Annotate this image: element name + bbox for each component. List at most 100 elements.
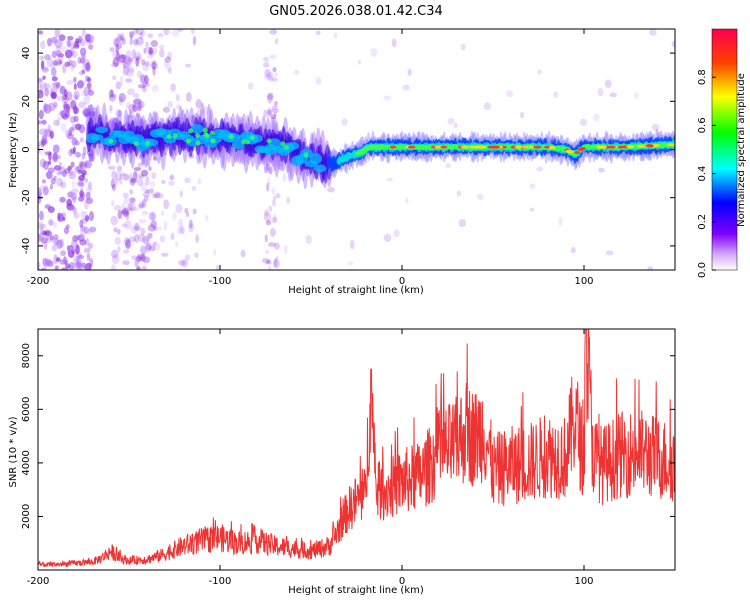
noise-speck <box>64 49 73 59</box>
noise-speck <box>130 178 138 184</box>
noise-speck <box>145 176 150 186</box>
noise-speck <box>152 66 156 76</box>
x-tick-label: -100 <box>209 276 232 287</box>
noise-speck <box>122 65 130 76</box>
noise-speck <box>42 67 50 74</box>
noise-speck <box>128 236 136 243</box>
noise-speck <box>196 108 204 118</box>
noise-speck <box>132 93 140 98</box>
colorbar-label: Normalized spectral amplitude <box>736 73 747 227</box>
noise-speck <box>73 76 77 83</box>
colorbar-gradient <box>711 28 738 271</box>
noise-speck <box>50 177 56 185</box>
noise-speck <box>264 208 269 217</box>
noise-speck <box>151 171 157 180</box>
noise-speck <box>80 210 88 220</box>
noise-speck <box>55 257 61 262</box>
noise-speck <box>267 72 274 82</box>
noise-speck <box>197 177 202 186</box>
ridge-hotspot <box>210 138 216 144</box>
noise-speck <box>341 118 348 126</box>
noise-speck <box>135 56 141 61</box>
noise-speck <box>52 221 57 228</box>
noise-speck <box>142 84 147 93</box>
x-tick-label: -200 <box>27 576 50 587</box>
noise-speck <box>140 227 146 236</box>
noise-speck <box>135 112 141 118</box>
noise-speck <box>69 126 75 132</box>
colorbar-ticks: 0.0 0.2 0.4 0.6 0.8 <box>697 69 716 278</box>
noise-speck <box>79 47 87 56</box>
noise-speck <box>151 61 157 70</box>
noise-speck <box>274 100 279 106</box>
noise-speck <box>383 95 391 101</box>
noise-speck <box>140 253 146 262</box>
noise-speck <box>201 106 210 116</box>
y-tick-label: 8000 <box>21 343 32 368</box>
noise-speck <box>67 191 74 198</box>
noise-speck <box>74 94 78 100</box>
noise-speck <box>149 181 156 187</box>
noise-speck <box>58 161 63 167</box>
noise-speck <box>84 178 88 183</box>
noise-speck <box>402 84 410 91</box>
noise-speck <box>147 46 154 54</box>
x-tick-label: 100 <box>574 276 593 287</box>
noise-speck <box>132 49 136 59</box>
noise-speck <box>52 144 60 154</box>
noise-speck <box>76 257 82 265</box>
noise-speck <box>107 165 116 170</box>
noise-speck <box>153 156 158 161</box>
noise-speck <box>129 177 136 187</box>
noise-speck <box>42 75 46 80</box>
noise-speck <box>130 206 139 212</box>
noise-speck <box>129 189 134 195</box>
noise-speck <box>263 167 270 174</box>
noise-speck <box>140 158 145 166</box>
x-tick-label: 0 <box>399 276 405 287</box>
noise-speck <box>66 133 75 140</box>
noise-speck <box>286 159 291 164</box>
noise-speck <box>136 265 141 270</box>
noise-speck <box>61 97 69 104</box>
noise-speck <box>49 235 54 241</box>
noise-speck <box>75 244 81 254</box>
noise-speck <box>142 256 151 264</box>
noise-speck <box>132 100 137 109</box>
noise-speck <box>129 35 133 46</box>
noise-speck <box>77 254 84 260</box>
noise-speck <box>119 54 128 59</box>
noise-speck <box>153 226 158 231</box>
noise-speck <box>122 58 127 69</box>
noise-speck <box>274 38 279 45</box>
noise-speck <box>131 255 138 260</box>
noise-speck <box>75 140 80 146</box>
noise-speck <box>145 242 152 251</box>
noise-speck <box>127 57 134 63</box>
noise-speck <box>155 193 164 199</box>
noise-speck <box>138 218 147 224</box>
colorbar-tick-label: 0.0 <box>697 262 708 278</box>
noise-speck <box>80 224 86 232</box>
noise-speck <box>158 48 165 58</box>
noise-speck <box>121 202 127 212</box>
noise-speck <box>55 265 59 270</box>
noise-speck <box>67 250 75 258</box>
noise-speck <box>48 151 52 162</box>
noise-speck <box>72 146 77 155</box>
noise-speck <box>118 92 126 103</box>
noise-speck <box>391 38 397 48</box>
noise-speck <box>46 37 52 47</box>
noise-speck <box>126 50 133 58</box>
noise-speck <box>109 117 116 127</box>
noise-speck <box>272 199 276 207</box>
noise-speck <box>149 187 155 195</box>
noise-speck <box>149 49 154 57</box>
noise-speck <box>83 247 91 253</box>
noise-speck <box>54 57 63 67</box>
noise-speck <box>163 199 170 210</box>
noise-speck <box>83 107 90 115</box>
noise-speck <box>82 160 89 168</box>
noise-speck <box>141 169 149 177</box>
ridge-hotspot <box>108 138 114 144</box>
